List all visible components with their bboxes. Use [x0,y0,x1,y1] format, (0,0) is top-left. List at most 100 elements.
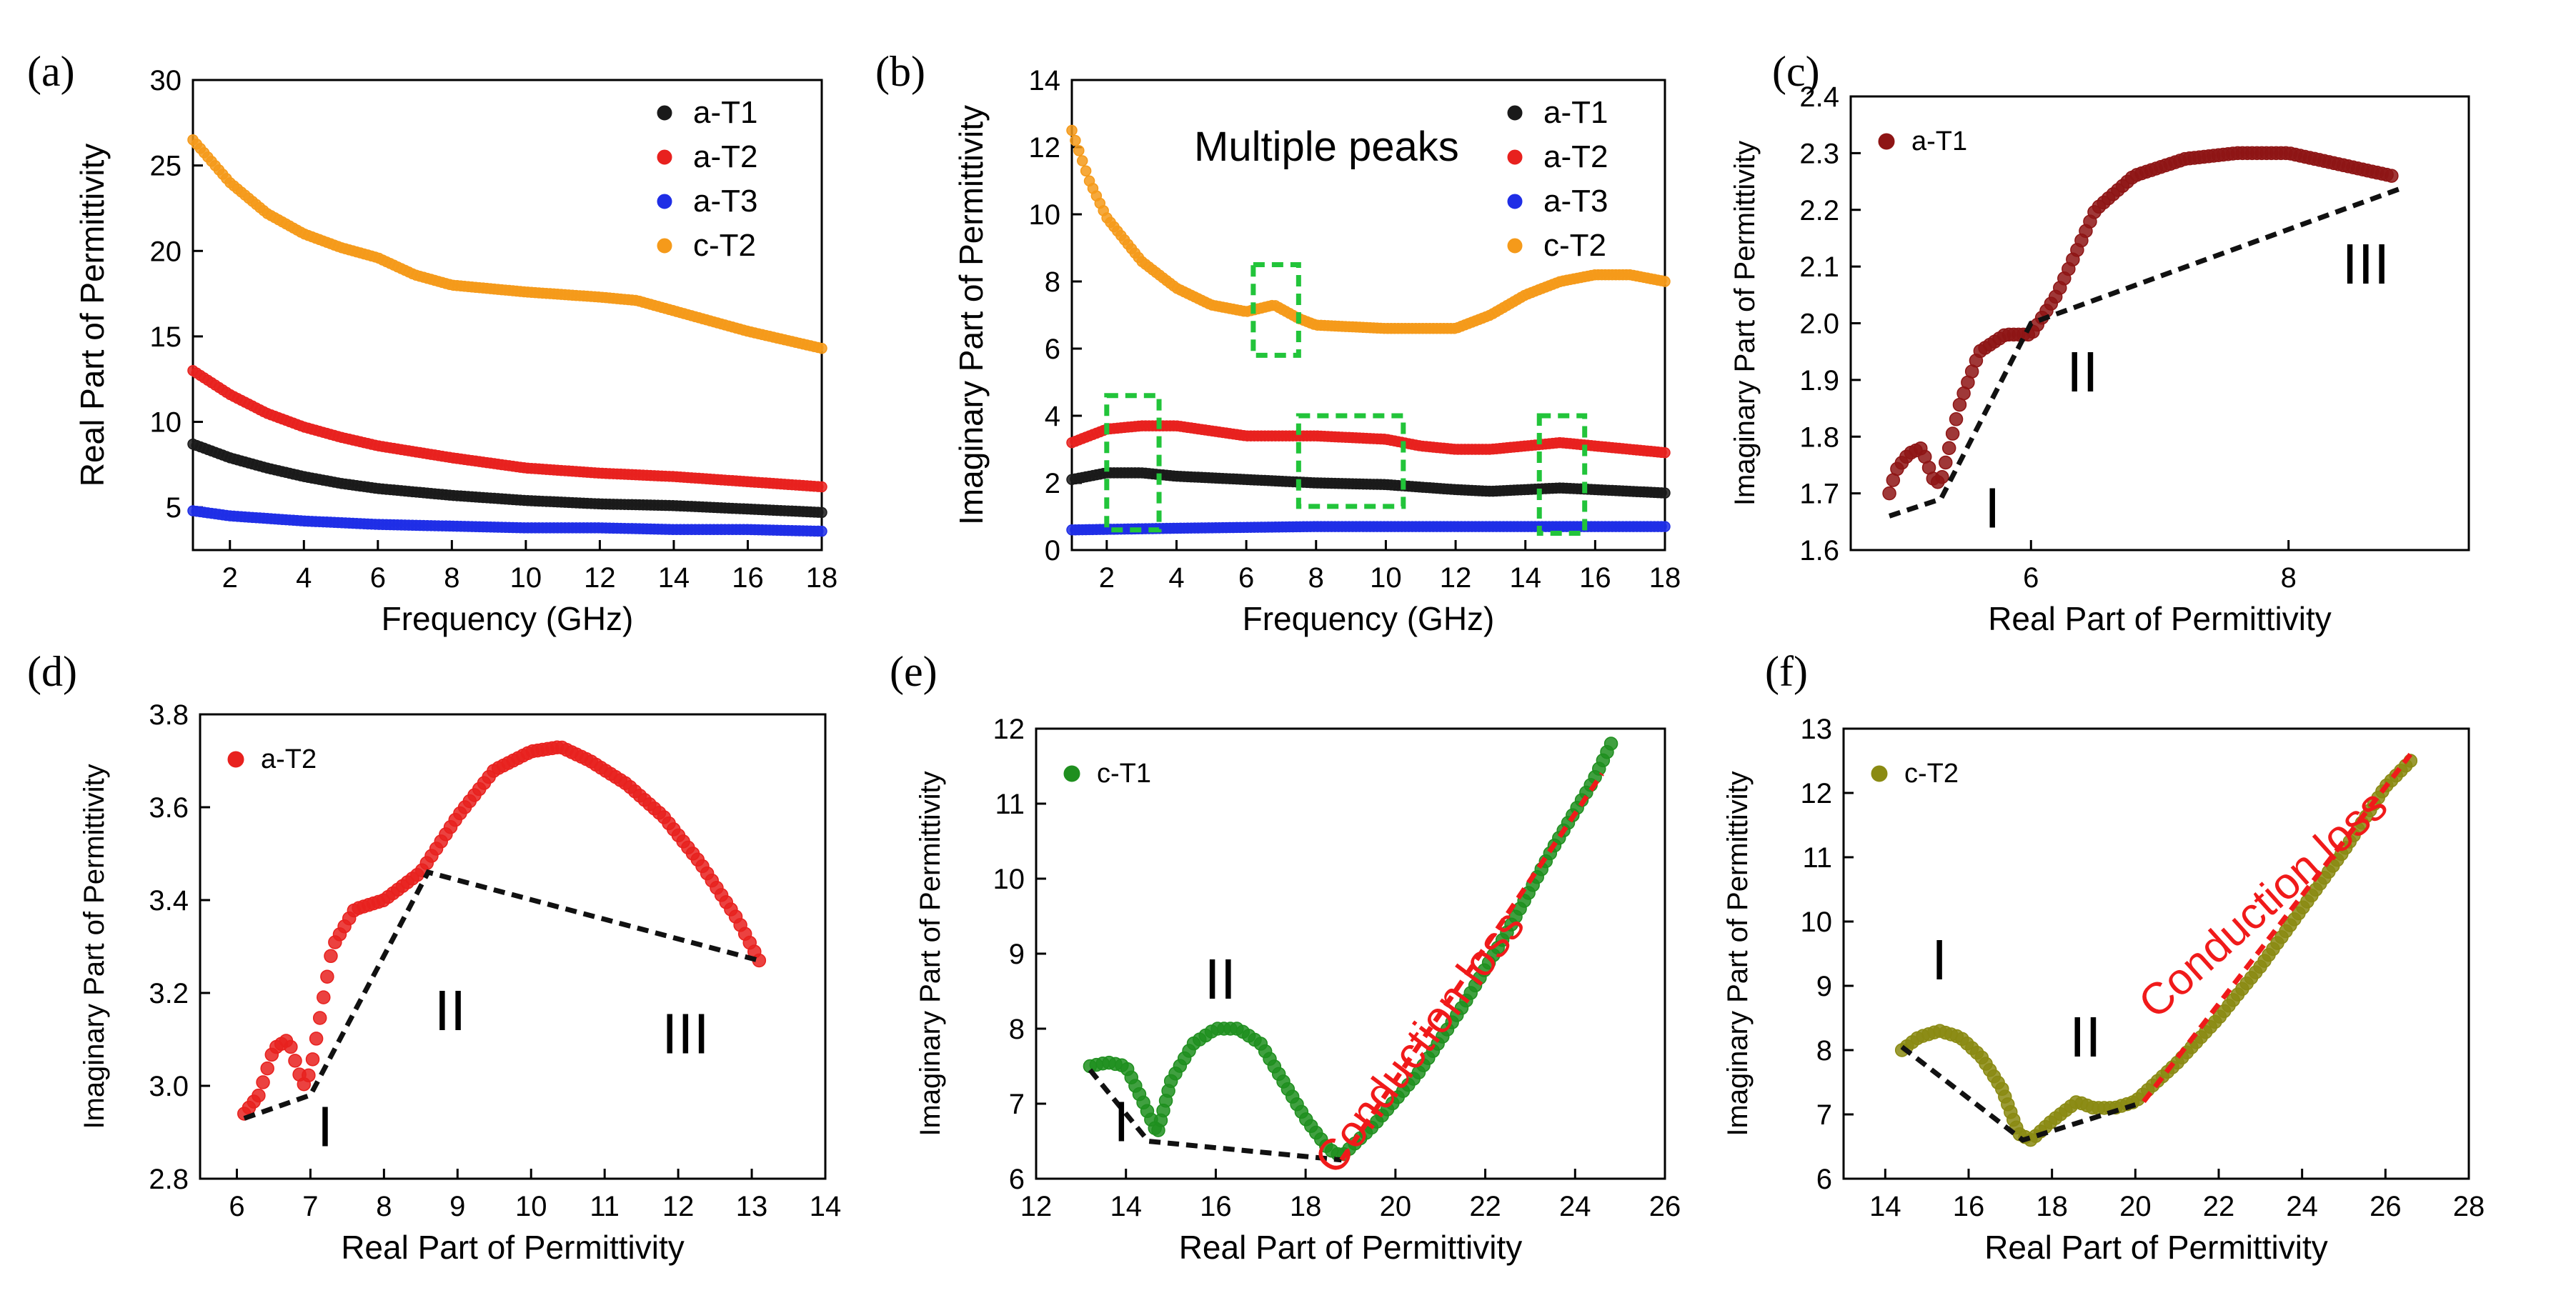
y-tick-label: 5 [166,492,181,524]
x-tick-label: 2 [222,562,238,594]
y-axis-label: Imaginary Part of Permittivity [915,771,946,1136]
x-tick-label: 7 [302,1191,318,1222]
data-point [260,1061,274,1076]
legend-marker [657,194,672,209]
y-tick-label: 20 [150,236,182,267]
x-tick-label: 10 [515,1191,547,1222]
x-tick-label: 11 [590,1191,620,1222]
y-tick-label: 8 [1045,266,1060,298]
y-tick-label: 13 [1801,714,1833,745]
conduction-loss-label: Conduction loss [1305,902,1534,1183]
x-tick-label: 12 [1440,562,1472,594]
y-tick-label: 30 [150,65,182,96]
y-tick-label: 2 [1045,468,1060,499]
conduction-loss-line [1339,772,1604,1162]
y-axis-label: Imaginary Part of Permittivity [953,105,990,525]
data-point [284,1039,298,1054]
semicircle-fit-line [243,869,760,1121]
axes-frame [1070,79,1666,551]
data-point [1949,412,1964,426]
x-tick-label: 22 [2203,1191,2235,1222]
data-point [1659,521,1671,532]
axes-frame [199,713,827,1180]
y-tick-label: 0 [1045,535,1060,566]
y-tick-label: 8 [1816,1035,1832,1067]
data-point [1070,134,1081,146]
y-axis-label: Imaginary Part of Permittivity [79,764,110,1129]
region-label: II [434,979,466,1042]
region-label: II [1204,947,1235,1011]
y-tick-label: 3.2 [149,978,189,1009]
x-tick-label: 24 [1559,1191,1591,1222]
peak-highlight-box [1104,393,1162,533]
data-point [317,990,331,1004]
data-point [324,949,338,964]
x-tick-label: 14 [658,562,690,594]
x-tick-label: 8 [376,1191,392,1222]
legend-marker [1871,765,1888,782]
panel-d: (d) 6 7 8 9 10 11 12 13 14 2.8 3.0 3.2 3.4 3.6 3.8 Real … [27,648,841,1266]
region-label: III [662,1002,710,1066]
y-tick-label: 10 [1801,907,1833,938]
axes-frame [192,79,823,551]
data-point [305,1052,320,1067]
region-label: II [2067,340,2098,404]
y-tick-label: 2.4 [1799,81,1839,113]
y-axis-label: Imaginary Part of Permittivity [1729,141,1761,506]
x-tick-label: 20 [2119,1191,2152,1222]
x-tick-label: 16 [1953,1191,1985,1222]
x-tick-label: 18 [1649,562,1681,594]
y-tick-label: 1.6 [1799,535,1839,566]
legend-label: c-T2 [693,228,756,263]
data-point [1941,441,1956,456]
legend-label: c-T2 [1904,759,1959,789]
x-tick-label: 12 [584,562,616,594]
x-tick-label: 8 [444,562,459,594]
x-axis-label: Frequency (GHz) [382,600,634,637]
x-tick-label: 13 [736,1191,768,1222]
x-axis-label: Real Part of Permittivity [1179,1229,1523,1266]
x-tick-label: 12 [662,1191,695,1222]
data-point [2384,169,2399,183]
y-tick-label: 15 [150,321,182,353]
y-tick-label: 4 [1045,401,1060,432]
x-tick-label: 24 [2286,1191,2318,1222]
y-tick-label: 9 [1009,939,1025,970]
y-tick-label: 1.8 [1799,421,1839,453]
region-label: I [1931,928,1947,992]
legend-label: a-T1 [1911,126,1967,156]
legend-marker [1507,149,1523,165]
conduction-loss-label: Conduction loss [2129,781,2397,1028]
legend-label: a-T3 [1543,184,1608,219]
x-tick-label: 10 [1370,562,1402,594]
y-tick-label: 11 [1802,842,1832,874]
y-tick-label: 25 [150,151,182,182]
y-tick-label: 2.8 [149,1164,189,1195]
y-tick-label: 10 [1029,199,1061,231]
axes-frame [1842,727,2470,1180]
panel-b: (b) 2 4 6 8 10 12 14 16 18 0 2 4 6 8 10 12 14 Frequency (G… [875,48,1681,637]
x-tick-label: 22 [1469,1191,1501,1222]
panel-label: (a) [27,48,75,95]
peak-highlight-box [1296,413,1406,509]
data-point [320,969,334,984]
y-tick-label: 6 [1045,334,1060,365]
y-tick-label: 10 [993,864,1025,895]
x-tick-label: 26 [2369,1191,2402,1222]
y-tick-label: 6 [1816,1164,1832,1195]
y-tick-label: 2.2 [1799,195,1839,226]
data-point [309,1032,324,1046]
y-tick-label: 12 [1801,778,1833,809]
region-label: II [2069,1005,2101,1069]
legend-label: a-T1 [693,95,757,130]
panel-f: (f) 14 16 18 20 22 24 26 28 6 7 8 9 10 11 12 13 Real Part… [1722,648,2485,1266]
y-tick-label: 3.4 [149,885,189,917]
chart-title: Multiple peaks [1194,124,1459,170]
y-tick-label: 7 [1816,1099,1832,1131]
x-tick-label: 20 [1380,1191,1412,1222]
x-tick-label: 10 [510,562,542,594]
data-point [1076,155,1088,166]
data-point [1935,470,1949,484]
legend-marker [1507,194,1523,209]
